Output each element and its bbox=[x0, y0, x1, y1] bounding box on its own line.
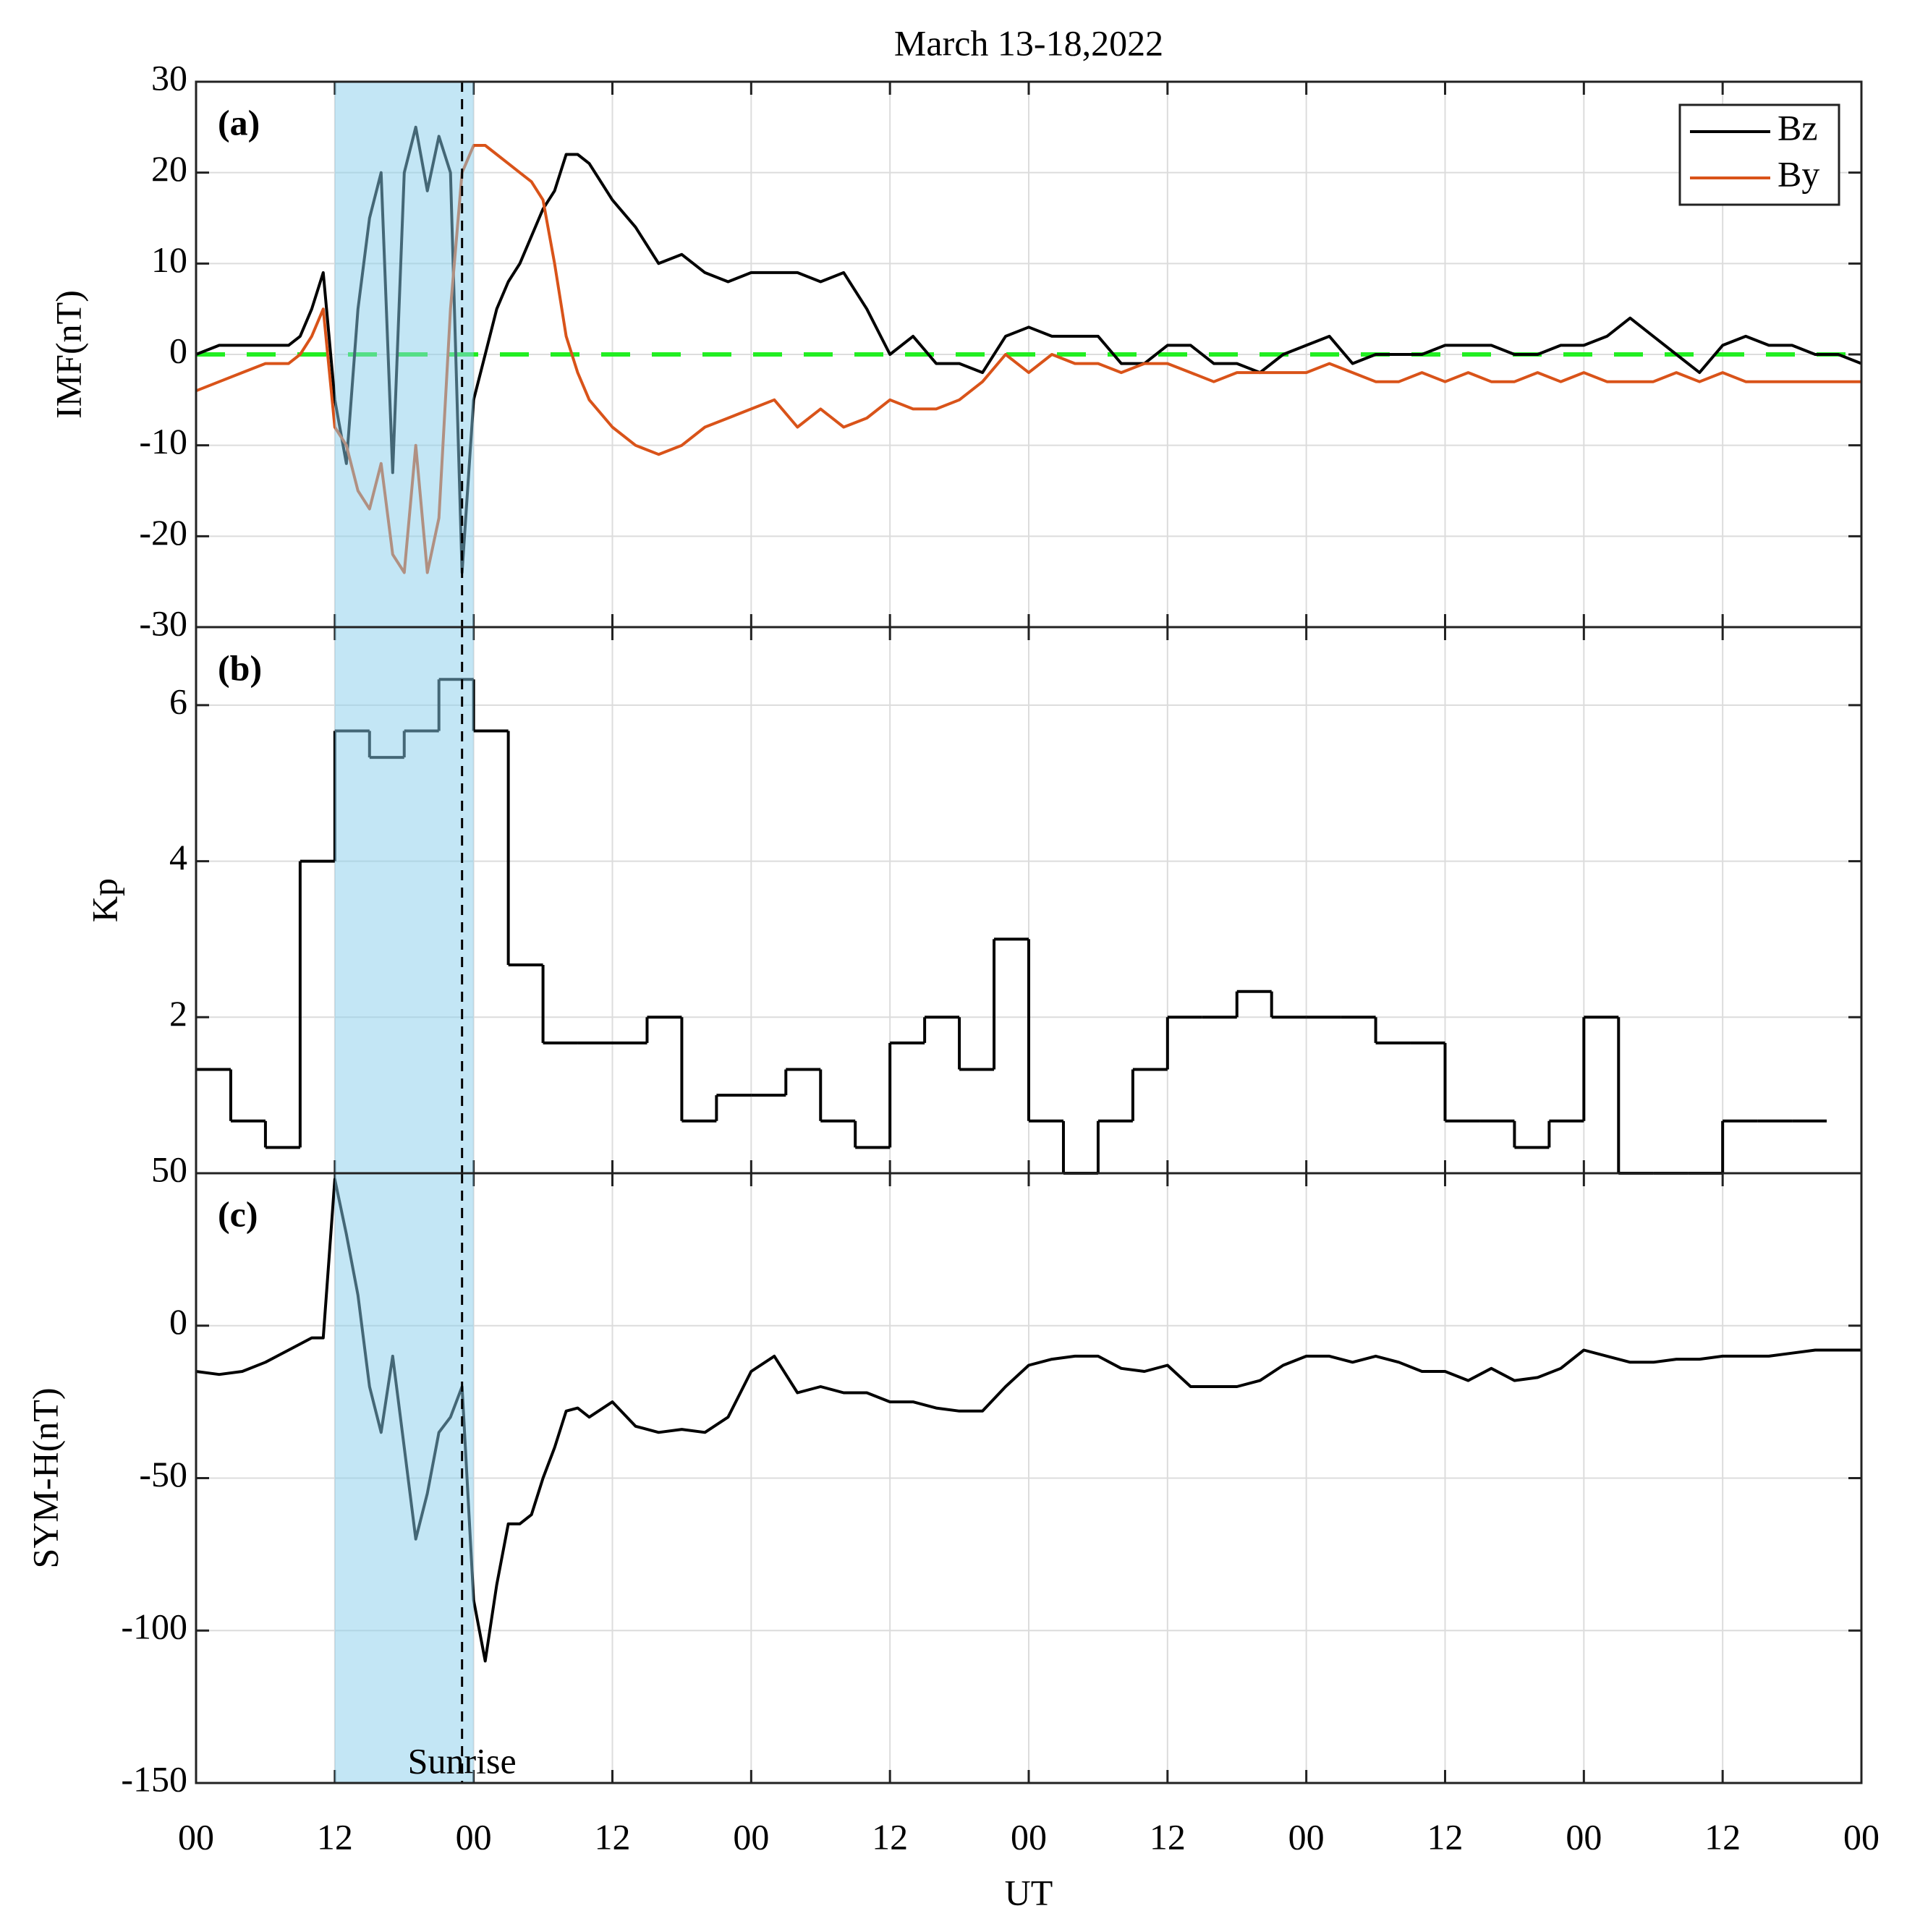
shaded-interval bbox=[334, 627, 474, 1173]
x-tick-label: 12 bbox=[1150, 1816, 1186, 1857]
x-tick-label: 12 bbox=[1704, 1816, 1741, 1857]
y-axis-label: SYM-H(nT) bbox=[25, 1388, 65, 1569]
y-tick-label: 50 bbox=[151, 1149, 187, 1189]
y-tick-label: 0 bbox=[169, 330, 187, 370]
annotation: Sunrise bbox=[408, 1740, 517, 1781]
y-tick-label: 20 bbox=[151, 148, 187, 189]
y-tick-label: 30 bbox=[151, 57, 187, 98]
panel-label: (c) bbox=[218, 1193, 258, 1234]
x-tick-label: 00 bbox=[178, 1816, 214, 1857]
x-tick-label: 00 bbox=[456, 1816, 492, 1857]
x-axis-label: UT bbox=[1005, 1872, 1053, 1912]
y-tick-label: -20 bbox=[139, 512, 187, 553]
y-axis-label: IMF(nT) bbox=[48, 290, 88, 419]
shaded-interval bbox=[334, 1173, 474, 1783]
y-tick-label: 2 bbox=[169, 993, 187, 1034]
y-tick-label: -30 bbox=[139, 603, 187, 643]
y-tick-label: 10 bbox=[151, 239, 187, 280]
y-tick-label: -50 bbox=[139, 1454, 187, 1494]
y-tick-label: -100 bbox=[121, 1607, 187, 1647]
x-tick-label: 12 bbox=[1427, 1816, 1464, 1857]
x-tick-label: 00 bbox=[1843, 1816, 1880, 1857]
panel-label: (b) bbox=[218, 647, 262, 688]
x-tick-label: 00 bbox=[1566, 1816, 1602, 1857]
y-tick-label: 4 bbox=[169, 837, 187, 877]
y-axis-label: Kp bbox=[84, 878, 124, 922]
legend-label: By bbox=[1778, 153, 1819, 194]
x-tick-label: 00 bbox=[1288, 1816, 1325, 1857]
x-tick-label: 12 bbox=[872, 1816, 908, 1857]
x-tick-label: 00 bbox=[733, 1816, 769, 1857]
x-tick-label: 12 bbox=[317, 1816, 353, 1857]
y-tick-label: -150 bbox=[121, 1758, 187, 1799]
axes-box bbox=[195, 1172, 1863, 1784]
y-tick-label: -10 bbox=[139, 421, 187, 461]
legend-box bbox=[1678, 103, 1840, 206]
x-tick-label: 12 bbox=[595, 1816, 631, 1857]
y-tick-label: 6 bbox=[169, 681, 187, 721]
panel-label: (a) bbox=[218, 102, 260, 142]
shaded-interval bbox=[334, 82, 474, 627]
legend-label: Bz bbox=[1778, 107, 1818, 148]
x-tick-label: 00 bbox=[1011, 1816, 1047, 1857]
y-tick-label: 0 bbox=[169, 1301, 187, 1342]
chart-title: March 13-18,2022 bbox=[894, 22, 1163, 63]
